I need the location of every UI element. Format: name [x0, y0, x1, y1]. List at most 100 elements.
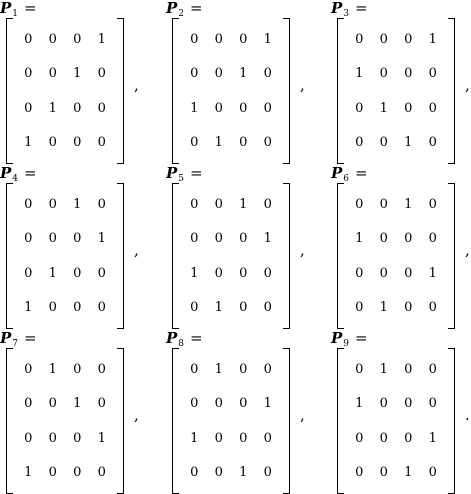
matrix-entry: 0 — [48, 135, 57, 151]
matrix-label: P5 = — [166, 165, 203, 184]
matrix-entry: 0 — [48, 196, 57, 212]
matrix-entry: 0 — [428, 66, 437, 82]
left-bracket — [337, 183, 344, 329]
matrix-entry: 1 — [190, 100, 199, 116]
matrix-entry: 0 — [48, 396, 57, 412]
equals-sign: = — [24, 164, 37, 182]
matrix-block: P3 = 0 0 0 1 1 0 0 0 0 1 0 0 0 0 1 0, — [331, 0, 470, 164]
matrix-entry: 1 — [263, 31, 272, 47]
matrix-entry: 0 — [379, 430, 388, 446]
matrix-entry: 0 — [404, 430, 413, 446]
matrix-entry: 0 — [97, 396, 106, 412]
matrix-entry: 0 — [355, 300, 364, 316]
matrix-block: P6 = 0 0 1 0 1 0 0 0 0 0 0 1 0 1 0 0, — [331, 165, 470, 329]
matrix-entry: 0 — [428, 396, 437, 412]
matrix-entry: 0 — [48, 31, 57, 47]
matrix-entry: 0 — [263, 196, 272, 212]
matrix-subscript: 6 — [343, 174, 350, 184]
left-bracket — [337, 348, 344, 494]
matrix-entry: 0 — [190, 361, 199, 377]
matrix-entry: 1 — [355, 231, 364, 247]
matrix-entry: 1 — [97, 430, 106, 446]
matrix-entry: 0 — [379, 465, 388, 481]
separator-punctuation: , — [134, 76, 139, 94]
matrix-entry: 0 — [355, 100, 364, 116]
separator-punctuation: , — [300, 76, 305, 94]
matrix-entry: 1 — [379, 300, 388, 316]
matrix-entry: 1 — [239, 196, 248, 212]
matrix-entry: 0 — [73, 265, 82, 281]
matrix-label: P3 = — [331, 0, 368, 19]
matrix-entry: 0 — [263, 265, 272, 281]
left-bracket — [6, 348, 13, 494]
matrix-entry: 1 — [379, 361, 388, 377]
separator-punctuation: . — [465, 406, 470, 424]
equals-sign: = — [190, 164, 203, 182]
matrix-label: P2 = — [166, 0, 203, 19]
matrix-symbol: P — [166, 164, 178, 182]
matrix-block: P7 = 0 1 0 0 0 0 1 0 0 0 0 1 1 0 0 0, — [0, 329, 139, 494]
right-bracket — [448, 348, 455, 494]
matrix-entry: 0 — [190, 66, 199, 82]
matrix-entry: 1 — [404, 465, 413, 481]
equals-sign: = — [190, 0, 203, 17]
matrix-entry: 0 — [239, 100, 248, 116]
matrix-entry: 0 — [239, 396, 248, 412]
matrix-entry: 1 — [239, 465, 248, 481]
matrix-entry: 0 — [355, 196, 364, 212]
matrix-entry: 0 — [355, 361, 364, 377]
matrix-entry: 0 — [404, 31, 413, 47]
matrix-entry: 0 — [24, 396, 33, 412]
separator-punctuation: , — [300, 406, 305, 424]
matrix-entry: 1 — [190, 265, 199, 281]
matrix-label: P1 = — [0, 0, 37, 19]
matrix-entry: 0 — [190, 300, 199, 316]
matrix-entry: 0 — [379, 196, 388, 212]
matrix-label: P6 = — [331, 165, 368, 184]
matrix-entry: 0 — [190, 465, 199, 481]
matrix-entry: 0 — [428, 361, 437, 377]
matrix-entry: 0 — [24, 361, 33, 377]
matrix-entry: 0 — [214, 231, 223, 247]
matrix-block: P2 = 0 0 0 1 0 0 1 0 1 0 0 0 0 1 0 0, — [166, 0, 305, 164]
matrix-entry: 0 — [239, 231, 248, 247]
matrix-entry: 0 — [73, 300, 82, 316]
matrix-entry: 0 — [428, 196, 437, 212]
matrix-symbol: P — [0, 329, 12, 347]
matrix-entry: 1 — [355, 66, 364, 82]
matrix-entry: 0 — [239, 265, 248, 281]
matrix-label: P8 = — [166, 330, 203, 349]
matrix-entry: 0 — [214, 100, 223, 116]
matrix-entry: 1 — [24, 300, 33, 316]
matrix-entry: 0 — [97, 465, 106, 481]
matrix-entry: 1 — [428, 31, 437, 47]
matrix-entry: 0 — [48, 465, 57, 481]
matrix-subscript: 1 — [12, 9, 19, 19]
matrix-entry: 1 — [48, 100, 57, 116]
matrix-entry: 0 — [48, 231, 57, 247]
matrix-entry: 0 — [73, 231, 82, 247]
matrix-entry: 0 — [48, 300, 57, 316]
matrix-entry: 0 — [24, 66, 33, 82]
matrix-symbol: P — [331, 329, 343, 347]
matrix-entry: 0 — [404, 300, 413, 316]
matrix-entry: 0 — [190, 31, 199, 47]
matrix-subscript: 3 — [343, 9, 350, 19]
matrix-entry: 1 — [428, 430, 437, 446]
matrix-entry: 0 — [48, 430, 57, 446]
matrix-entry: 0 — [379, 31, 388, 47]
matrix-entry: 1 — [48, 265, 57, 281]
matrix-entry: 0 — [214, 396, 223, 412]
matrix-entry: 0 — [428, 100, 437, 116]
matrix-entry: 0 — [428, 300, 437, 316]
separator-punctuation: , — [134, 406, 139, 424]
matrix-subscript: 4 — [12, 174, 19, 184]
matrix-block: P8 = 0 1 0 0 0 0 0 1 1 0 0 0 0 0 1 0, — [166, 330, 305, 494]
